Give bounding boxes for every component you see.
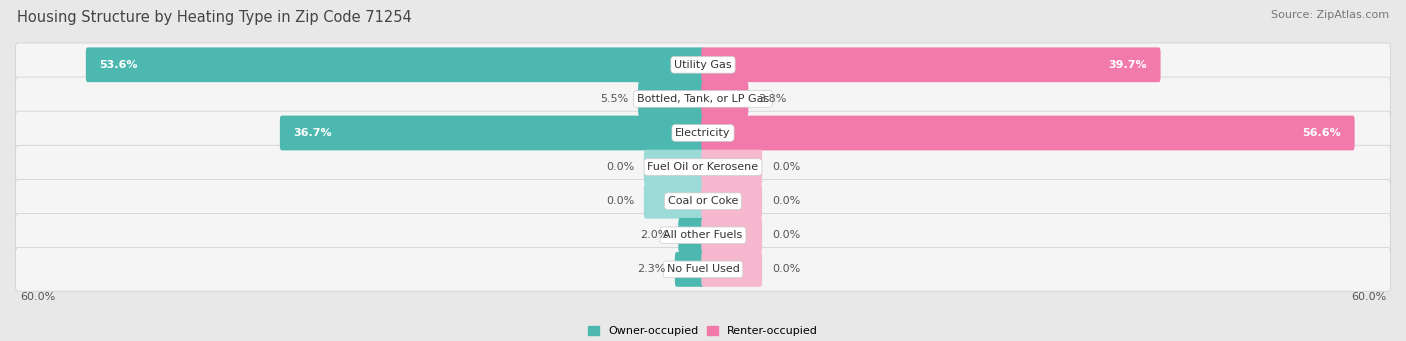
FancyBboxPatch shape bbox=[702, 218, 762, 253]
Text: 0.0%: 0.0% bbox=[772, 162, 800, 172]
Text: 53.6%: 53.6% bbox=[98, 60, 138, 70]
FancyBboxPatch shape bbox=[638, 81, 704, 116]
Text: 36.7%: 36.7% bbox=[292, 128, 332, 138]
Text: Coal or Coke: Coal or Coke bbox=[668, 196, 738, 206]
Text: Source: ZipAtlas.com: Source: ZipAtlas.com bbox=[1271, 10, 1389, 20]
Text: 2.0%: 2.0% bbox=[640, 230, 669, 240]
Text: No Fuel Used: No Fuel Used bbox=[666, 264, 740, 275]
Text: Bottled, Tank, or LP Gas: Bottled, Tank, or LP Gas bbox=[637, 94, 769, 104]
FancyBboxPatch shape bbox=[15, 145, 1391, 189]
Text: 60.0%: 60.0% bbox=[1351, 292, 1386, 302]
FancyBboxPatch shape bbox=[702, 252, 762, 287]
Text: 3.8%: 3.8% bbox=[758, 94, 786, 104]
Text: 0.0%: 0.0% bbox=[772, 264, 800, 275]
Text: 0.0%: 0.0% bbox=[772, 230, 800, 240]
FancyBboxPatch shape bbox=[675, 252, 704, 287]
Text: Housing Structure by Heating Type in Zip Code 71254: Housing Structure by Heating Type in Zip… bbox=[17, 10, 412, 25]
FancyBboxPatch shape bbox=[702, 116, 1354, 150]
Text: 5.5%: 5.5% bbox=[600, 94, 628, 104]
FancyBboxPatch shape bbox=[15, 43, 1391, 87]
Text: 0.0%: 0.0% bbox=[606, 162, 634, 172]
FancyBboxPatch shape bbox=[644, 184, 704, 219]
FancyBboxPatch shape bbox=[15, 77, 1391, 121]
FancyBboxPatch shape bbox=[15, 179, 1391, 223]
Text: All other Fuels: All other Fuels bbox=[664, 230, 742, 240]
FancyBboxPatch shape bbox=[702, 47, 1160, 82]
Text: 56.6%: 56.6% bbox=[1303, 128, 1341, 138]
Text: Utility Gas: Utility Gas bbox=[675, 60, 731, 70]
Text: 39.7%: 39.7% bbox=[1109, 60, 1147, 70]
Legend: Owner-occupied, Renter-occupied: Owner-occupied, Renter-occupied bbox=[588, 326, 818, 336]
Text: 60.0%: 60.0% bbox=[20, 292, 55, 302]
FancyBboxPatch shape bbox=[678, 218, 704, 253]
FancyBboxPatch shape bbox=[280, 116, 704, 150]
Text: 0.0%: 0.0% bbox=[772, 196, 800, 206]
Text: Fuel Oil or Kerosene: Fuel Oil or Kerosene bbox=[647, 162, 759, 172]
FancyBboxPatch shape bbox=[15, 213, 1391, 257]
Text: Electricity: Electricity bbox=[675, 128, 731, 138]
FancyBboxPatch shape bbox=[15, 248, 1391, 291]
FancyBboxPatch shape bbox=[702, 150, 762, 184]
FancyBboxPatch shape bbox=[702, 81, 748, 116]
FancyBboxPatch shape bbox=[86, 47, 704, 82]
FancyBboxPatch shape bbox=[644, 150, 704, 184]
Text: 0.0%: 0.0% bbox=[606, 196, 634, 206]
Text: 2.3%: 2.3% bbox=[637, 264, 665, 275]
FancyBboxPatch shape bbox=[15, 111, 1391, 155]
FancyBboxPatch shape bbox=[702, 184, 762, 219]
